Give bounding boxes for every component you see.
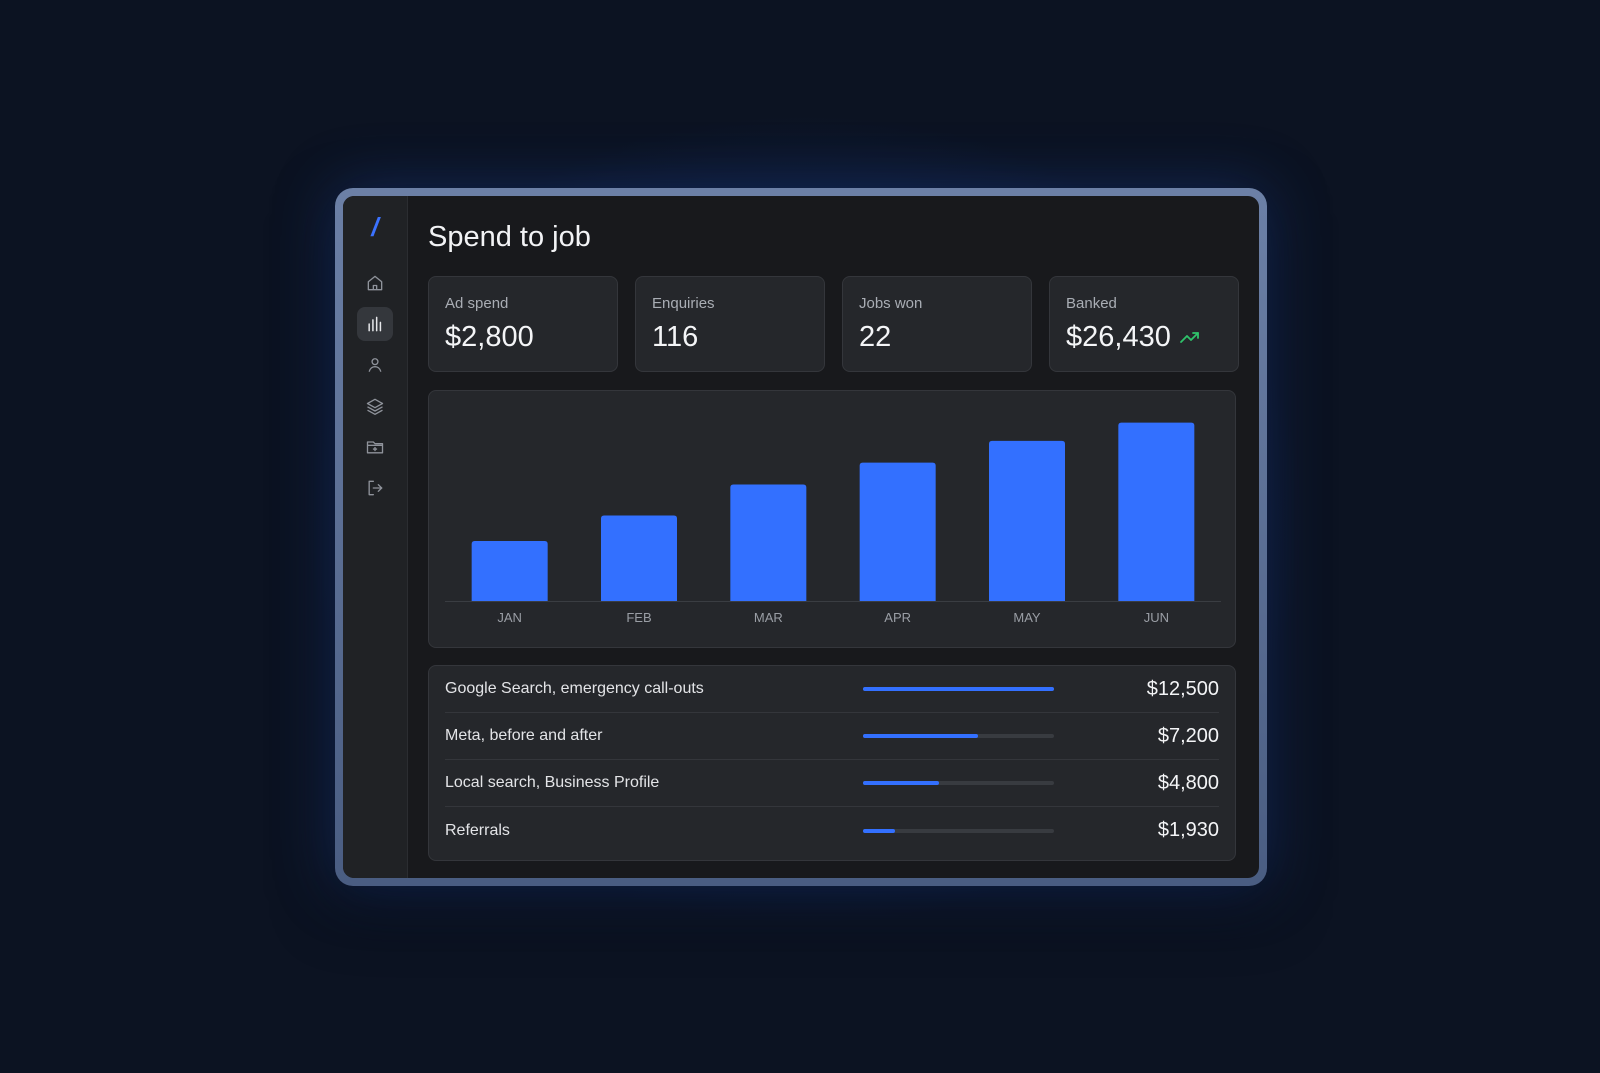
folder-icon: [366, 441, 384, 454]
kpi-value: 22: [859, 321, 892, 353]
kpi-value: $2,800: [445, 321, 534, 353]
share-bar: [863, 781, 1054, 785]
channel-amount: $1,930: [1157, 819, 1219, 841]
channel-amount: $4,800: [1157, 771, 1219, 794]
share-bar-fill: [863, 734, 978, 738]
main-content: Spend to job Ad spend $2,800 Enquiries 1…: [408, 196, 1259, 878]
list-item[interactable]: Meta, before and after $7,200: [445, 713, 1219, 760]
channel-label: Google Search, emergency call-outs: [445, 680, 704, 697]
share-bar-fill: [863, 828, 896, 833]
bar-may[interactable]: [989, 440, 1065, 601]
x-tick-label: MAY: [1013, 610, 1041, 625]
sidebar-item-logout[interactable]: [357, 471, 393, 505]
x-tick-label: APR: [884, 610, 911, 625]
bar-jan[interactable]: [471, 540, 548, 601]
app-window: /: [343, 196, 1259, 878]
list-item[interactable]: Local search, Business Profile $4,800: [445, 760, 1219, 807]
home-icon: [367, 275, 383, 291]
share-bar-fill: [863, 687, 1054, 691]
kpi-label: Enquiries: [652, 295, 715, 312]
bar-jun[interactable]: [1118, 422, 1195, 601]
page-title: Spend to job: [428, 221, 591, 253]
kpi-ad-spend[interactable]: Ad spend $2,800: [428, 276, 618, 372]
kpi-enquiries[interactable]: Enquiries 116: [635, 276, 825, 372]
sidebar: /: [343, 196, 408, 878]
sidebar-item-home[interactable]: [357, 266, 393, 300]
channel-amount: $7,200: [1157, 724, 1219, 747]
kpi-label: Jobs won: [859, 295, 923, 312]
share-bar: [863, 687, 1054, 691]
layers-icon: [366, 398, 384, 415]
sidebar-item-contacts[interactable]: [357, 348, 393, 382]
x-tick-label: MAR: [754, 610, 783, 625]
bar-chart-icon: [368, 316, 382, 332]
kpi-value: $26,430: [1066, 320, 1222, 354]
channel-label: Referrals: [445, 821, 510, 839]
share-bar: [863, 734, 1054, 738]
channel-label: Meta, before and after: [445, 727, 603, 744]
kpi-banked[interactable]: Banked $26,430: [1049, 276, 1239, 372]
channel-label: Local search, Business Profile: [445, 774, 660, 791]
user-icon: [368, 358, 382, 372]
logo: /: [371, 212, 379, 242]
chart-svg: JAN FEB MAR APR MAY JUN: [445, 422, 1221, 625]
bar-feb[interactable]: [601, 515, 677, 601]
sidebar-item-files[interactable]: [357, 430, 393, 464]
list-item[interactable]: Google Search, emergency call-outs $12,5…: [445, 666, 1219, 713]
kpi-jobs-won[interactable]: Jobs won 22: [842, 276, 1032, 372]
share-bar: [863, 828, 1054, 833]
kpi-value: 116: [652, 321, 699, 353]
channel-amount: $12,500: [1146, 677, 1219, 700]
device-frame: /: [335, 188, 1267, 886]
bar-apr[interactable]: [859, 462, 936, 601]
monthly-bar-chart: JAN FEB MAR APR MAY JUN: [428, 390, 1236, 648]
bar-mar[interactable]: [730, 484, 807, 601]
kpi-row: Ad spend $2,800 Enquiries 116 Jobs won 2…: [428, 276, 1239, 372]
sidebar-item-analytics[interactable]: [357, 307, 393, 341]
kpi-label: Banked: [1066, 295, 1117, 312]
list-item[interactable]: Referrals $1,930: [445, 807, 1219, 854]
x-tick-label: FEB: [626, 610, 651, 625]
trend-up-icon: [1179, 332, 1199, 343]
x-tick-label: JUN: [1144, 610, 1169, 625]
kpi-label: Ad spend: [445, 295, 509, 312]
channel-list: Google Search, emergency call-outs $12,5…: [428, 665, 1236, 861]
x-tick-label: JAN: [497, 610, 522, 625]
share-bar-fill: [863, 781, 940, 785]
sidebar-item-layers[interactable]: [357, 389, 393, 423]
logout-icon: [368, 480, 383, 496]
